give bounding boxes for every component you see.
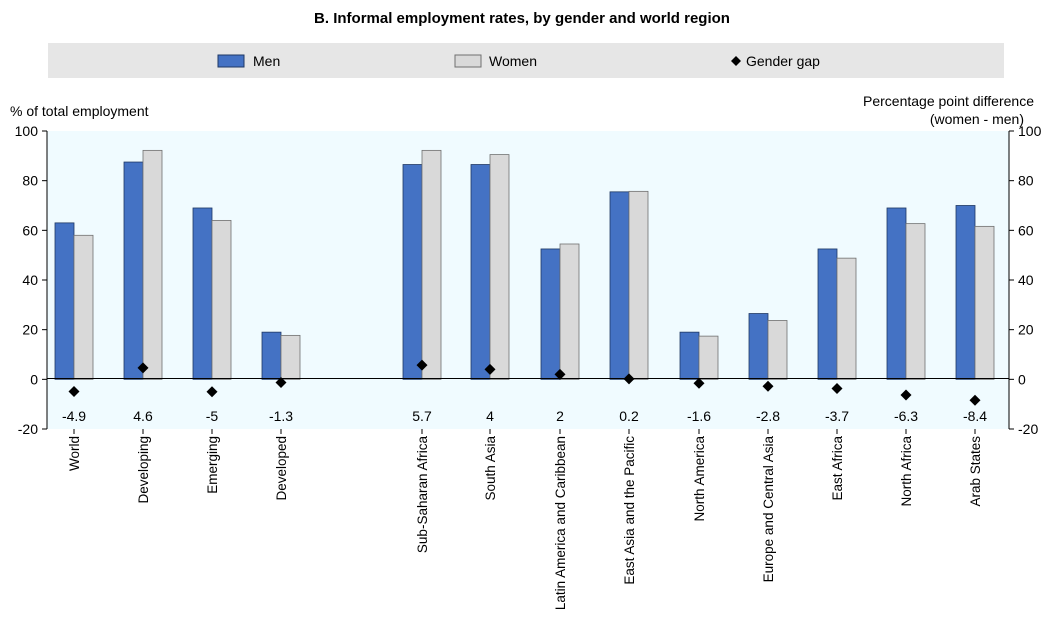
gap-label-north-africa: -6.3 (894, 408, 918, 424)
gap-marker-latin-america-and-caribbean (554, 368, 566, 380)
category-label-south-asia: South Asia (483, 436, 498, 501)
y-tick-right-label: -20 (1018, 421, 1038, 437)
y-axis-right: -20 0 20 40 60 80 100 (1009, 123, 1042, 437)
bar-men-developing (123, 161, 144, 380)
category-label-emerging: Emerging (205, 436, 220, 494)
gap-label-world: -4.9 (62, 408, 86, 424)
gender-gap-markers: -4.9 4.6 -5 -1.3 5.7 4 2 0.2 -1.6 -2.8 -3.7 -6.3 -8.… (62, 359, 987, 424)
gap-label-latin-america-and-caribbean: 2 (556, 408, 564, 424)
category-label-developing: Developing (136, 436, 151, 504)
bar-men-world (54, 222, 75, 380)
gap-marker-world (68, 386, 80, 398)
gap-label-developing: 4.6 (133, 408, 153, 424)
bar-men-south-asia (470, 164, 491, 380)
y-tick-left-label: 80 (22, 173, 38, 189)
bar-men-emerging (192, 207, 213, 380)
category-label-east-asia-and-the-pacific: East Asia and the Pacific (622, 436, 637, 585)
gap-marker-north-africa (900, 389, 912, 401)
gap-label-east-asia-and-the-pacific: 0.2 (619, 408, 639, 424)
legend: Men Women Gender gap (48, 43, 1004, 78)
y-tick-right-label: 20 (1018, 322, 1034, 338)
bar-men-north-africa (886, 207, 907, 380)
category-label-latin-america-and-caribbean: Latin America and Caribbean (553, 436, 568, 610)
y-tick-right-label: 80 (1018, 173, 1034, 189)
bar-women-north-america (698, 335, 719, 380)
bar-women-developing (142, 149, 163, 380)
category-label-europe-and-central-asia: Europe and Central Asia (761, 436, 776, 583)
category-label-world: World (67, 436, 82, 471)
y-tick-left-label: -20 (18, 421, 38, 437)
legend-label-men: Men (253, 53, 280, 69)
y-tick-right-label: 100 (1018, 123, 1042, 139)
y-tick-left-label: 20 (22, 322, 38, 338)
legend-background (48, 43, 1004, 78)
y-tick-left-label: 100 (15, 123, 39, 139)
bar-women-arab-states (974, 225, 995, 380)
plot-area (47, 131, 1009, 429)
bar-men-europe-and-central-asia (748, 313, 769, 380)
gap-label-north-america: -1.6 (687, 408, 711, 424)
bar-women-developed (280, 334, 301, 380)
gap-marker-sub-saharan-africa (416, 359, 428, 371)
y-axis-left: -20 0 20 40 60 80 100 (15, 123, 47, 437)
category-label-arab-states: Arab States (968, 436, 983, 507)
gap-label-emerging: -5 (206, 408, 219, 424)
bar-women-east-asia-and-the-pacific (628, 190, 649, 380)
gap-marker-south-asia (484, 363, 496, 375)
bar-men-north-america (679, 331, 700, 380)
gap-marker-arab-states (969, 394, 981, 406)
gap-label-developed: -1.3 (269, 408, 293, 424)
bars (54, 149, 995, 380)
legend-marker-gender-gap (731, 56, 741, 66)
category-label-east-africa: East Africa (830, 436, 845, 501)
y-tick-left-label: 40 (22, 272, 38, 288)
gap-marker-emerging (206, 386, 218, 398)
category-label-sub-saharan-africa: Sub-Saharan Africa (415, 436, 430, 554)
bar-women-emerging (211, 219, 232, 380)
bar-women-europe-and-central-asia (767, 320, 788, 380)
bar-men-arab-states (955, 205, 976, 380)
gap-label-sub-saharan-africa: 5.7 (412, 408, 432, 424)
y-tick-left-label: 0 (30, 371, 38, 387)
bar-women-east-africa (836, 257, 857, 380)
gap-label-arab-states: -8.4 (963, 408, 987, 424)
gap-marker-europe-and-central-asia (762, 380, 774, 392)
legend-swatch-men (217, 54, 245, 68)
bar-men-east-africa (817, 248, 838, 380)
gap-label-east-africa: -3.7 (825, 408, 849, 424)
bar-men-east-asia-and-the-pacific (609, 191, 630, 380)
gap-marker-developed (275, 377, 287, 389)
bar-women-north-africa (905, 223, 926, 380)
legend-label-gender-gap: Gender gap (746, 53, 820, 69)
bar-women-world (73, 234, 94, 380)
bar-men-sub-saharan-africa (402, 164, 423, 380)
category-labels: World Developing Emerging Developed Sub-Saha… (67, 429, 983, 610)
y-axis-label: % of total employment (10, 103, 149, 119)
bar-women-sub-saharan-africa (421, 149, 442, 380)
y2-axis-label-line1: Percentage point difference (863, 93, 1034, 109)
chart-title: B. Informal employment rates, by gender … (314, 10, 730, 27)
gap-label-europe-and-central-asia: -2.8 (756, 408, 780, 424)
y2-axis-label-line2: (women - men) (930, 111, 1024, 127)
bar-women-latin-america-and-caribbean (559, 243, 580, 380)
gap-marker-east-africa (831, 383, 843, 395)
y-tick-right-label: 60 (1018, 222, 1034, 238)
gap-label-south-asia: 4 (486, 408, 494, 424)
category-label-north-africa: North Africa (899, 436, 914, 507)
category-label-developed: Developed (274, 436, 289, 501)
category-label-north-america: North America (692, 436, 707, 522)
legend-swatch-women (454, 54, 482, 68)
gap-marker-north-america (693, 377, 705, 389)
legend-label-women: Women (489, 53, 537, 69)
y-tick-left-label: 60 (22, 222, 38, 238)
bar-women-south-asia (489, 154, 510, 380)
y-tick-right-label: 0 (1018, 371, 1026, 387)
bar-men-developed (261, 331, 282, 380)
bar-men-latin-america-and-caribbean (540, 248, 561, 380)
gap-marker-developing (137, 362, 149, 374)
y-tick-right-label: 40 (1018, 272, 1034, 288)
